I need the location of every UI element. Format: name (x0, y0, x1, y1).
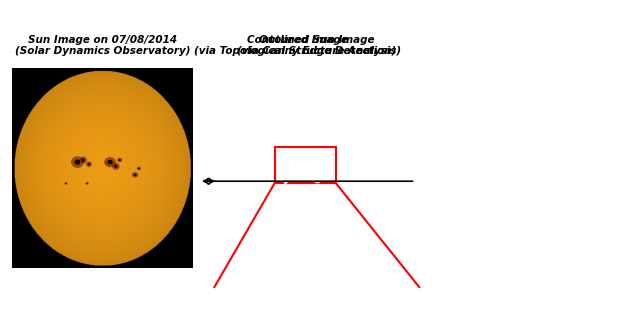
Ellipse shape (234, 162, 241, 167)
Ellipse shape (371, 163, 372, 166)
Ellipse shape (284, 180, 287, 181)
Ellipse shape (359, 176, 360, 177)
Ellipse shape (74, 159, 81, 165)
Ellipse shape (368, 184, 374, 187)
Ellipse shape (370, 163, 371, 166)
Ellipse shape (317, 179, 319, 181)
Ellipse shape (268, 180, 270, 182)
Ellipse shape (283, 168, 289, 173)
Ellipse shape (232, 152, 236, 156)
Ellipse shape (370, 162, 371, 165)
Ellipse shape (270, 165, 274, 171)
Ellipse shape (231, 153, 233, 157)
Ellipse shape (324, 175, 326, 177)
Ellipse shape (326, 167, 328, 168)
Ellipse shape (280, 162, 287, 168)
Ellipse shape (323, 177, 325, 179)
Ellipse shape (371, 186, 374, 187)
Ellipse shape (316, 181, 319, 183)
Ellipse shape (137, 167, 141, 170)
Ellipse shape (358, 176, 360, 178)
Ellipse shape (132, 172, 138, 178)
Ellipse shape (268, 181, 269, 182)
Ellipse shape (117, 158, 122, 162)
Ellipse shape (314, 179, 319, 183)
Ellipse shape (114, 165, 118, 168)
Ellipse shape (324, 176, 326, 178)
Ellipse shape (264, 164, 274, 173)
Text: Contoured Image
(via Topological Structure Analysis): Contoured Image (via Topological Structu… (194, 35, 401, 56)
Ellipse shape (86, 161, 92, 167)
Ellipse shape (269, 181, 270, 182)
Ellipse shape (351, 169, 353, 170)
Ellipse shape (352, 170, 353, 171)
Ellipse shape (297, 178, 298, 180)
Ellipse shape (287, 179, 288, 181)
Text: Sun Image on 07/08/2014
(Solar Dynamics Observatory): Sun Image on 07/08/2014 (Solar Dynamics … (15, 35, 190, 56)
Ellipse shape (237, 166, 244, 174)
Ellipse shape (138, 168, 140, 169)
Ellipse shape (134, 173, 136, 176)
Ellipse shape (108, 160, 113, 164)
Ellipse shape (81, 158, 85, 162)
Ellipse shape (79, 157, 87, 163)
Ellipse shape (358, 177, 359, 178)
Ellipse shape (65, 183, 67, 184)
Ellipse shape (317, 182, 320, 183)
Ellipse shape (284, 179, 289, 183)
Ellipse shape (281, 164, 289, 170)
Bar (275, 147, 336, 183)
Ellipse shape (351, 170, 353, 171)
Ellipse shape (284, 182, 287, 184)
Ellipse shape (309, 168, 314, 173)
Ellipse shape (371, 186, 372, 187)
Ellipse shape (267, 169, 271, 174)
Ellipse shape (307, 170, 310, 173)
Ellipse shape (269, 163, 273, 169)
Ellipse shape (307, 167, 315, 174)
Ellipse shape (370, 162, 372, 167)
Ellipse shape (297, 179, 298, 180)
Ellipse shape (104, 157, 116, 167)
Ellipse shape (88, 163, 90, 165)
Ellipse shape (358, 176, 360, 177)
Ellipse shape (230, 148, 232, 154)
Ellipse shape (118, 159, 121, 161)
Ellipse shape (326, 168, 328, 169)
Ellipse shape (369, 184, 371, 185)
Ellipse shape (85, 182, 89, 185)
Ellipse shape (86, 183, 88, 184)
Ellipse shape (65, 182, 67, 185)
Ellipse shape (285, 182, 287, 183)
Ellipse shape (234, 148, 236, 155)
Ellipse shape (297, 179, 298, 180)
Ellipse shape (311, 169, 316, 173)
Ellipse shape (282, 165, 289, 168)
Ellipse shape (351, 170, 352, 172)
Ellipse shape (230, 157, 242, 172)
Ellipse shape (325, 167, 327, 168)
Ellipse shape (230, 146, 236, 157)
Ellipse shape (324, 176, 326, 178)
Ellipse shape (371, 186, 374, 187)
Ellipse shape (267, 170, 271, 173)
Ellipse shape (231, 161, 239, 168)
Ellipse shape (307, 172, 312, 174)
Ellipse shape (71, 156, 84, 168)
Text: Outlined Sun Image
(via Canny Edge Detection): Outlined Sun Image (via Canny Edge Detec… (237, 35, 397, 56)
Ellipse shape (323, 175, 326, 178)
Ellipse shape (237, 161, 241, 166)
Ellipse shape (325, 167, 328, 170)
Ellipse shape (370, 161, 371, 164)
Ellipse shape (112, 163, 120, 170)
Ellipse shape (316, 179, 318, 181)
Ellipse shape (280, 163, 292, 174)
